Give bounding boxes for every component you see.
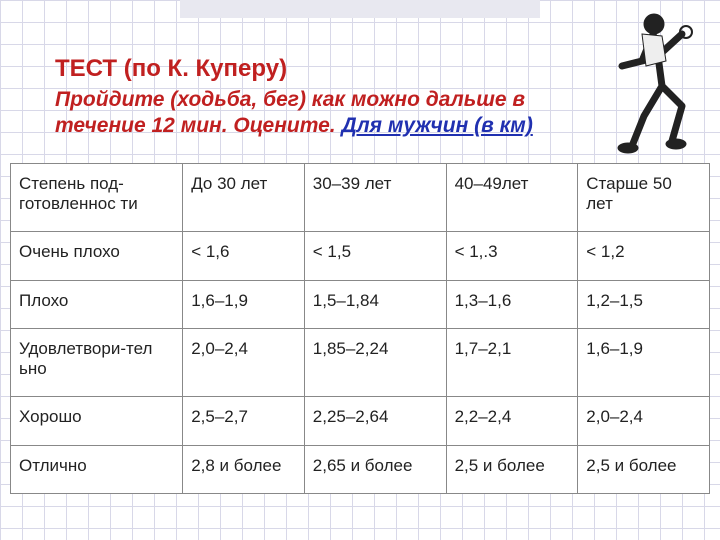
cell: 1,6–1,9 <box>183 280 305 329</box>
cell: 2,0–2,4 <box>578 397 710 446</box>
cell: 2,25–2,64 <box>304 397 446 446</box>
title-block: ТЕСТ (по К. Куперу) Пройдите (ходьба, бе… <box>55 55 615 140</box>
row-label: Очень плохо <box>11 232 183 281</box>
cooper-test-table: Степень под-готовленнос ти До 30 лет 30–… <box>10 163 710 494</box>
cell: 2,2–2,4 <box>446 397 578 446</box>
cell: 1,3–1,6 <box>446 280 578 329</box>
cell: 1,5–1,84 <box>304 280 446 329</box>
cell: 2,0–2,4 <box>183 329 305 397</box>
table-row: Хорошо 2,5–2,7 2,25–2,64 2,2–2,4 2,0–2,4 <box>11 397 710 446</box>
cell: < 1,6 <box>183 232 305 281</box>
title-main: ТЕСТ (по К. Куперу) <box>55 55 615 83</box>
cell: 2,8 и более <box>183 445 305 494</box>
cell: 2,5 и более <box>446 445 578 494</box>
cell: < 1,.3 <box>446 232 578 281</box>
subtitle-gender: Для мужчин (в км) <box>341 114 532 137</box>
cell: 2,65 и более <box>304 445 446 494</box>
col-header: 40–49лет <box>446 164 578 232</box>
col-header: До 30 лет <box>183 164 305 232</box>
cell: 2,5–2,7 <box>183 397 305 446</box>
cell: < 1,2 <box>578 232 710 281</box>
table-header-row: Степень под-готовленнос ти До 30 лет 30–… <box>11 164 710 232</box>
title-subtitle: Пройдите (ходьба, бег) как можно дальше … <box>55 87 615 140</box>
table-row: Плохо 1,6–1,9 1,5–1,84 1,3–1,6 1,2–1,5 <box>11 280 710 329</box>
row-label: Хорошо <box>11 397 183 446</box>
cell: 1,85–2,24 <box>304 329 446 397</box>
cell: 1,7–2,1 <box>446 329 578 397</box>
cell: 1,6–1,9 <box>578 329 710 397</box>
row-label: Плохо <box>11 280 183 329</box>
row-label: Удовлетвори-тел ьно <box>11 329 183 397</box>
col-header: Старше 50 лет <box>578 164 710 232</box>
table-row: Удовлетвори-тел ьно 2,0–2,4 1,85–2,24 1,… <box>11 329 710 397</box>
subtitle-line1: Пройдите (ходьба, бег) как можно дальше … <box>55 88 525 111</box>
col-header: Степень под-готовленнос ти <box>11 164 183 232</box>
cell: < 1,5 <box>304 232 446 281</box>
subtitle-line2a: течение 12 мин. Оцените. <box>55 114 341 137</box>
table-row: Очень плохо < 1,6 < 1,5 < 1,.3 < 1,2 <box>11 232 710 281</box>
col-header: 30–39 лет <box>304 164 446 232</box>
row-label: Отлично <box>11 445 183 494</box>
table-row: Отлично 2,8 и более 2,65 и более 2,5 и б… <box>11 445 710 494</box>
cell: 2,5 и более <box>578 445 710 494</box>
top-decorative-stripe <box>180 0 540 18</box>
cell: 1,2–1,5 <box>578 280 710 329</box>
